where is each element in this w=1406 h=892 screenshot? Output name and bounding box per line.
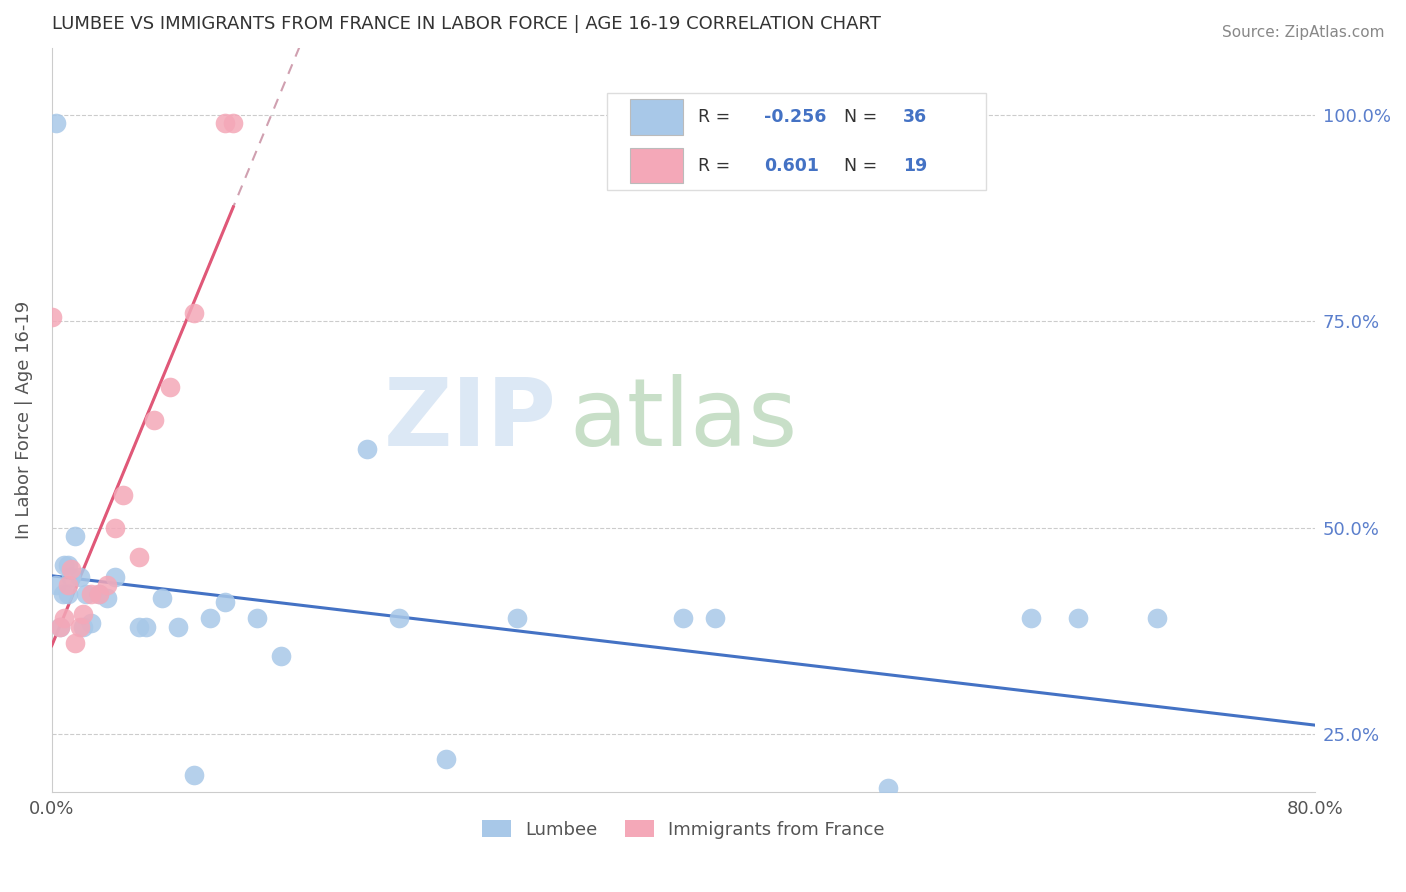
Point (214, 116, 236, 130)
Point (80, 587, 103, 601)
Point (69, 570, 91, 584)
Point (53, 611, 76, 625)
Point (222, 116, 245, 130)
Point (48, 620, 70, 634)
Point (388, 611, 411, 625)
Point (104, 570, 127, 584)
Point (80, 615, 103, 630)
Legend: Lumbee, Immigrants from France: Lumbee, Immigrants from France (475, 813, 891, 847)
Point (59, 562, 82, 576)
Point (41, 310, 63, 324)
Point (53, 558, 76, 572)
Point (111, 487, 134, 501)
Text: LUMBEE VS IMMIGRANTS FROM FRANCE IN LABOR FORCE | AGE 16-19 CORRELATION CHART: LUMBEE VS IMMIGRANTS FROM FRANCE IN LABO… (52, 15, 880, 33)
Point (672, 611, 695, 625)
Point (159, 380, 181, 394)
Point (48, 620, 70, 634)
Point (356, 442, 378, 456)
Point (76, 587, 98, 601)
FancyBboxPatch shape (607, 93, 986, 190)
Point (436, 752, 458, 766)
Text: atlas: atlas (569, 375, 797, 467)
Point (128, 620, 150, 634)
Text: N =: N = (844, 108, 883, 127)
Point (65, 529, 87, 543)
Point (506, 611, 529, 625)
Text: 19: 19 (903, 157, 927, 175)
Point (65, 636, 87, 650)
Point (1019, 611, 1042, 625)
Point (183, 306, 205, 320)
Point (877, 780, 900, 795)
Point (59, 570, 82, 584)
Point (150, 591, 173, 605)
Point (703, 611, 725, 625)
Text: 36: 36 (903, 108, 927, 127)
Point (1146, 611, 1168, 625)
Point (72, 607, 94, 622)
Point (96, 591, 118, 605)
Text: R =: R = (699, 157, 737, 175)
Point (214, 595, 236, 609)
FancyBboxPatch shape (630, 148, 683, 184)
Point (135, 620, 157, 634)
Point (72, 620, 94, 634)
FancyBboxPatch shape (630, 99, 683, 135)
Point (246, 611, 269, 625)
Text: ZIP: ZIP (384, 375, 557, 467)
Text: 0.601: 0.601 (763, 157, 820, 175)
Point (56, 587, 79, 601)
Point (45, 578, 67, 592)
Y-axis label: In Labor Force | Age 16-19: In Labor Force | Age 16-19 (15, 301, 32, 540)
Point (69, 620, 91, 634)
Point (96, 578, 118, 592)
Point (1114, 826, 1136, 840)
Text: N =: N = (844, 157, 883, 175)
Point (87, 587, 110, 601)
Point (143, 413, 166, 427)
Point (56, 558, 79, 572)
Point (52, 587, 75, 601)
Point (104, 520, 127, 534)
Point (56, 578, 79, 592)
Text: -0.256: -0.256 (763, 108, 827, 127)
Point (183, 768, 205, 782)
Point (270, 648, 292, 663)
Point (45, 116, 67, 130)
Point (198, 611, 221, 625)
Point (128, 549, 150, 564)
Point (87, 587, 110, 601)
Text: R =: R = (699, 108, 737, 127)
Text: Source: ZipAtlas.com: Source: ZipAtlas.com (1222, 25, 1385, 40)
Point (1067, 611, 1090, 625)
Point (167, 620, 190, 634)
